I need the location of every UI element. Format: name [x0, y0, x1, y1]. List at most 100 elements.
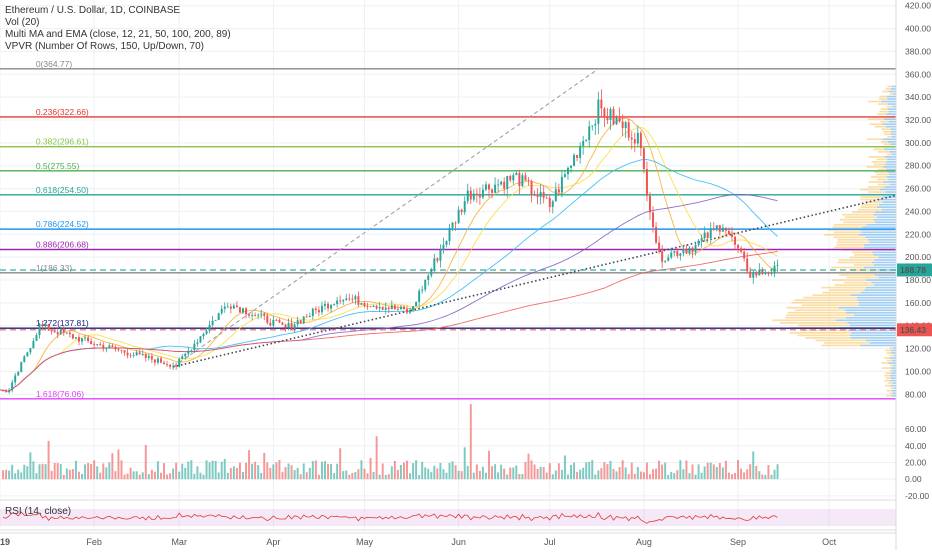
volume-bar	[135, 471, 138, 480]
candle-body	[773, 265, 776, 273]
vp-row-down	[890, 130, 896, 133]
fib-retracement[interactable]: 0(364.77) 0.236(322.66) 0.382(296.61) 0.5(2…	[0, 59, 896, 400]
vp-row-up	[874, 171, 888, 173]
candle-body	[123, 350, 126, 353]
candle-body	[56, 332, 59, 335]
candle-body	[445, 241, 448, 245]
vp-row-down	[872, 251, 896, 254]
volume-bar	[679, 460, 682, 480]
volume-bar	[491, 466, 494, 480]
volume-bar	[415, 460, 418, 480]
volume-bar	[633, 473, 636, 480]
price-tick: 340.00	[905, 92, 931, 102]
fib-level-label: 0.382(296.61)	[36, 137, 89, 147]
vp-row-down	[890, 88, 896, 90]
candle-body	[533, 194, 536, 196]
time-axis[interactable]: 2019 Feb Mar Apr May Jun Jul Aug Sep Oct	[0, 532, 896, 547]
volume-bar	[685, 460, 688, 480]
volume-bar	[2, 470, 5, 480]
vp-row-up	[889, 347, 894, 349]
vp-row-down	[890, 357, 896, 359]
candle-body	[749, 271, 752, 278]
candle-body	[327, 303, 330, 309]
volume-bar	[305, 472, 308, 480]
volume-bar	[512, 467, 515, 480]
vp-row-down	[858, 304, 896, 307]
vp-row-up	[879, 95, 887, 98]
volume-bar	[694, 474, 697, 480]
volume-bar	[311, 461, 314, 480]
vp-row-down	[886, 125, 896, 128]
volume-bar	[412, 463, 415, 480]
volume-bar	[530, 460, 533, 480]
volume-bar	[667, 474, 670, 480]
volume-bar	[53, 463, 56, 480]
candle-body	[679, 253, 682, 256]
candlesticks	[2, 89, 779, 394]
candle-body	[190, 350, 193, 352]
vp-row-down	[890, 377, 896, 379]
volume-bar	[606, 464, 609, 480]
candle-body	[609, 109, 612, 120]
candle-body	[5, 390, 8, 393]
candle-body	[469, 190, 472, 200]
candle-body	[524, 175, 527, 181]
price-tick: 360.00	[905, 69, 931, 79]
vp-row-down	[889, 150, 896, 153]
candle-body	[257, 314, 260, 316]
volume-bar	[621, 460, 624, 480]
volume-bar	[90, 464, 93, 480]
candle-body	[351, 298, 354, 300]
candle-body	[536, 195, 539, 197]
vp-row-down	[835, 319, 896, 322]
volume-bar	[147, 474, 150, 480]
candle-body	[603, 108, 606, 118]
vp-row-down	[865, 236, 896, 239]
volume-tick: 40.00	[905, 441, 927, 451]
candle-body	[658, 242, 661, 252]
vp-row-down	[888, 90, 896, 93]
trendlines[interactable]	[172, 68, 897, 368]
vp-row-up	[873, 163, 886, 166]
time-tick: May	[356, 537, 374, 547]
vp-row-down	[845, 309, 896, 312]
volume-bar	[378, 474, 381, 480]
vp-row-up	[868, 186, 885, 188]
candle-body	[415, 301, 418, 307]
vp-row-up	[877, 113, 887, 115]
volume-bar	[302, 463, 305, 480]
vp-row-down	[874, 259, 896, 261]
vp-row-up	[839, 218, 874, 221]
candle-body	[366, 306, 369, 307]
volume-bar	[369, 457, 372, 480]
candle-body	[436, 258, 439, 261]
volume-bar	[554, 470, 557, 480]
candle-body	[427, 275, 430, 280]
vp-row-down	[888, 178, 896, 181]
vp-row-up	[881, 140, 888, 143]
vp-row-down	[891, 85, 896, 88]
candle-body	[202, 333, 205, 337]
vp-row-down	[851, 332, 896, 334]
vp-row-up	[794, 309, 846, 312]
candle-body	[181, 356, 184, 360]
time-tick: Mar	[171, 537, 187, 547]
vp-row-down	[849, 324, 896, 327]
candle-body	[755, 271, 758, 276]
vp-row-down	[875, 211, 896, 214]
vp-row-down	[888, 120, 896, 123]
candle-body	[491, 189, 494, 193]
vp-row-up	[868, 100, 882, 103]
volume-bar	[269, 467, 272, 480]
volume-bar	[642, 472, 645, 480]
candle-body	[245, 308, 248, 315]
volume-bar	[363, 468, 366, 480]
candle-body	[23, 356, 26, 363]
vp-row-up	[881, 367, 891, 369]
candle-body	[424, 279, 427, 290]
volume-bar	[354, 472, 357, 480]
volume-bar	[287, 463, 290, 480]
vp-row-up	[882, 90, 889, 93]
